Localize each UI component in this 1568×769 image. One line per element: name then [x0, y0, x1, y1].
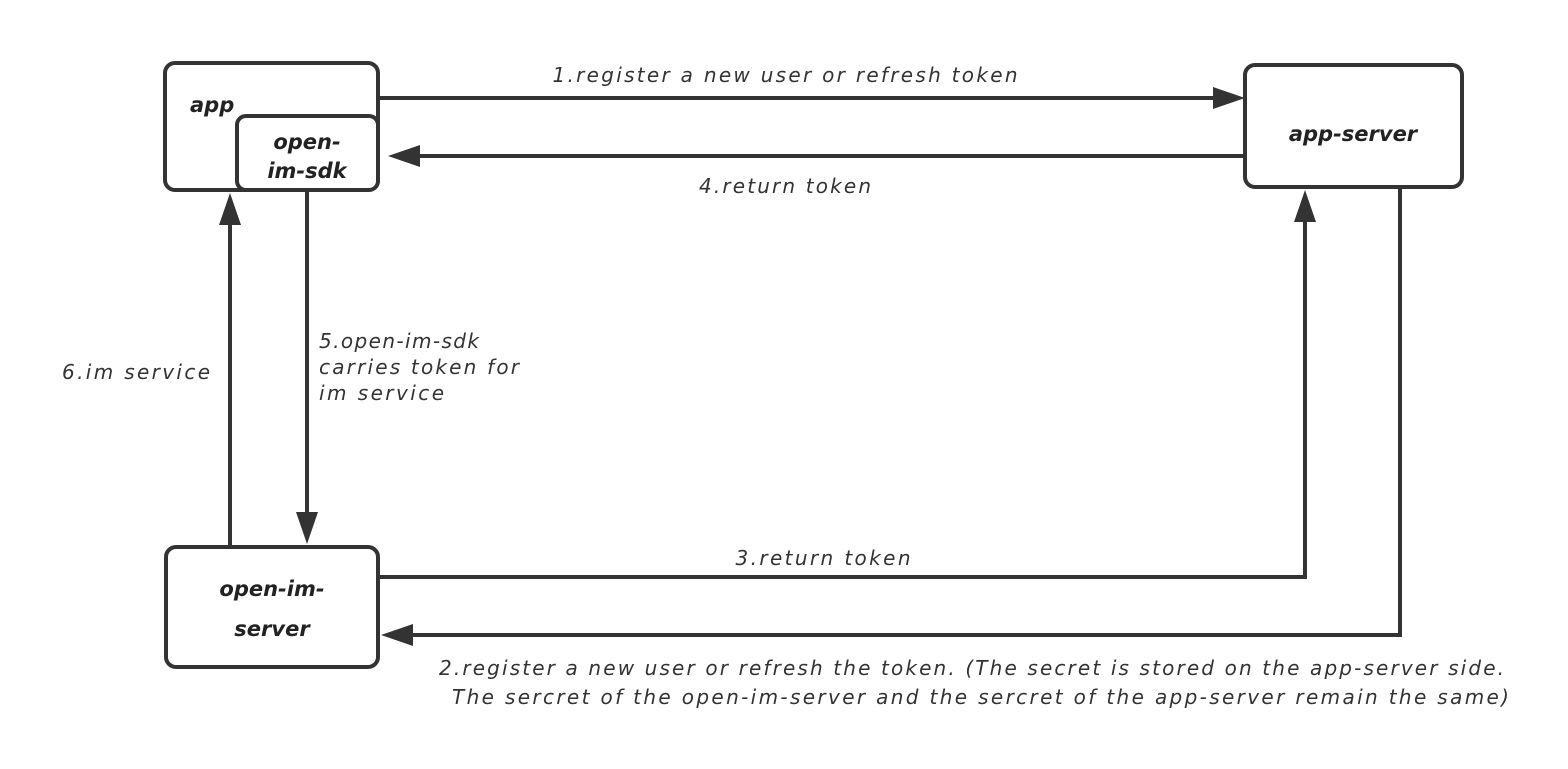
edge-6-arrow: [219, 193, 241, 547]
node-im-server-label-1: open-im-: [219, 577, 324, 601]
edge-2-arrow: [381, 187, 1402, 646]
node-app-server: app-server: [1243, 63, 1464, 189]
edge-5-arrow: [296, 190, 318, 544]
node-app-server-label: app-server: [1289, 122, 1419, 146]
node-open-im-server: open-im- server: [164, 545, 380, 669]
edge-3-label: 3.return token: [736, 546, 911, 570]
node-open-im-sdk: open- im-sdk: [235, 114, 380, 192]
node-sdk-label-1: open-: [273, 130, 340, 154]
edge-1-arrow: [378, 87, 1245, 109]
edge-4-label: 4.return token: [699, 174, 871, 198]
node-app-label: app: [190, 93, 234, 117]
edge-2-label-2: The sercret of the open-im-server and th…: [452, 685, 1509, 709]
edge-2-label-1: 2.register a new user or refresh the tok…: [439, 656, 1504, 680]
edge-6-label: 6.im service: [62, 360, 210, 384]
edge-5-label-2: carries token for: [319, 355, 521, 379]
edge-1-label: 1.register a new user or refresh token: [553, 63, 1018, 87]
edge-4-arrow: [388, 145, 1245, 167]
node-sdk-label-2: im-sdk: [267, 159, 348, 183]
edge-5-label-1: 5.open-im-sdk: [319, 329, 480, 353]
edge-3-arrow: [378, 190, 1316, 579]
edge-5-label-3: im service: [319, 381, 444, 405]
node-im-server-label-2: server: [234, 617, 311, 641]
